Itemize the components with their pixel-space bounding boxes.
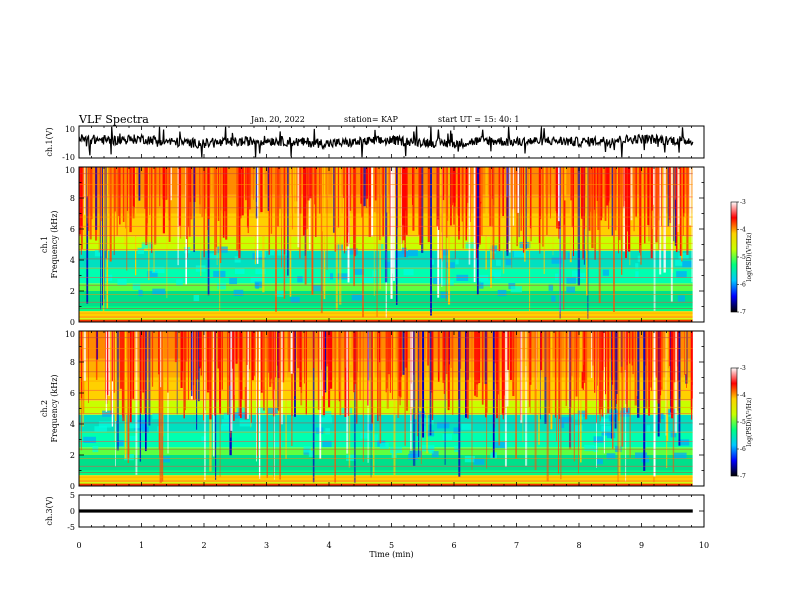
x-axis-label: Time (min) [369, 550, 413, 559]
y-tick-label: 8 [70, 194, 75, 203]
y-tick-label: -5 [67, 523, 75, 532]
colorbar-label: log(PSD)(V²/Hz) [746, 398, 753, 447]
spectrogram-image-ch2 [79, 331, 693, 486]
colorbar-tick-label: -4 [740, 227, 746, 234]
y-tick-label: 8 [70, 358, 75, 367]
x-tick-label: 5 [389, 541, 394, 550]
ch3-waveform-line [79, 509, 693, 513]
y-tick-label: 5 [70, 491, 75, 500]
x-tick-label: 8 [576, 541, 581, 550]
x-tick-label: 0 [76, 541, 81, 550]
colorbar-tick-label: -6 [740, 446, 746, 453]
x-tick-label: 10 [699, 541, 709, 550]
x-tick-label: 9 [639, 541, 644, 550]
y-axis-label: ch.1 [40, 236, 49, 253]
ch1-waveform-line [78, 126, 694, 158]
y-tick-label: 4 [70, 420, 75, 429]
y-tick-label: 2 [70, 451, 75, 460]
x-tick-label: 2 [201, 541, 206, 550]
x-tick-label: 1 [139, 541, 144, 550]
date-label: Jan. 20, 2022 [251, 115, 305, 124]
x-tick-label: 6 [451, 541, 456, 550]
colorbar-ch1 [730, 201, 738, 313]
y-tick-label: 2 [70, 287, 75, 296]
colorbar-tick-label: -7 [740, 473, 746, 480]
colorbar-ch2 [730, 367, 738, 477]
x-tick-label: 4 [326, 541, 331, 550]
y-tick-label: 10 [65, 330, 75, 339]
station-label: station= KAP [344, 115, 398, 124]
y-axis-label: ch.3(V) [45, 496, 54, 525]
y-tick-label: 4 [70, 256, 75, 265]
colorbar-tick-label: -3 [740, 365, 746, 372]
colorbar-tick-label: -3 [740, 199, 746, 206]
y-axis-label: ch.1(V) [45, 127, 54, 156]
y-tick-label: 6 [70, 225, 75, 234]
x-tick-label: 3 [264, 541, 269, 550]
colorbar-tick-label: -5 [740, 254, 746, 261]
spectrogram-image-ch1 [79, 167, 693, 322]
y-tick-label: 0 [70, 507, 75, 516]
start-time-label: start UT = 15: 40: 1 [438, 115, 520, 124]
y-axis-label: Frequency (kHz) [50, 210, 59, 278]
y-tick-label: 0 [70, 482, 75, 491]
colorbar-tick-label: -4 [740, 392, 746, 399]
y-tick-label: 6 [70, 389, 75, 398]
y-axis-label: Frequency (kHz) [50, 374, 59, 442]
y-tick-label: 10 [65, 125, 75, 134]
y-axis-label: ch.2 [40, 400, 49, 417]
colorbar-label: log(PSD)(V²/Hz) [746, 233, 753, 282]
x-tick-label: 7 [514, 541, 519, 550]
chart-title: VLF Spectra [79, 113, 149, 126]
y-tick-label: 0 [70, 318, 75, 327]
y-tick-label: 10 [65, 166, 75, 175]
y-tick-label: -10 [62, 153, 75, 162]
colorbar-tick-label: -5 [740, 419, 746, 426]
colorbar-tick-label: -6 [740, 282, 746, 289]
colorbar-tick-label: -7 [740, 309, 746, 316]
